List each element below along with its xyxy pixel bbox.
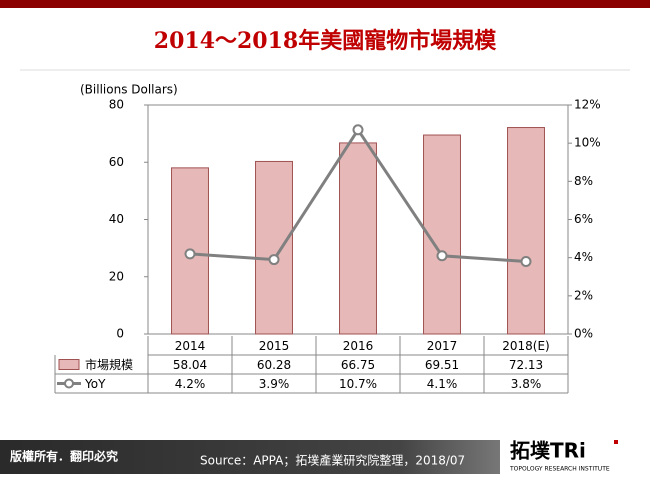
table-cell: 69.51 bbox=[425, 358, 459, 372]
table-cell: 58.04 bbox=[173, 358, 207, 372]
y2-tick-label: 2% bbox=[574, 288, 593, 302]
copyright: 版權所有．翻印必究 bbox=[10, 449, 118, 464]
table-cell: 4.1% bbox=[427, 377, 458, 391]
x-tick-label: 2016 bbox=[343, 339, 374, 353]
y2-tick-label: 0% bbox=[574, 327, 593, 341]
table-cell: 3.8% bbox=[511, 377, 542, 391]
logo: 拓墣TRi bbox=[510, 439, 586, 463]
x-tick-label: 2015 bbox=[259, 339, 290, 353]
x-tick-label: 2018(E) bbox=[502, 339, 549, 353]
y2-tick-label: 8% bbox=[574, 174, 593, 188]
top-border bbox=[0, 0, 650, 8]
y-axis-label: (Billions Dollars) bbox=[80, 83, 178, 97]
y-tick-label: 80 bbox=[109, 98, 124, 112]
table-cell: 10.7% bbox=[339, 377, 377, 391]
table-cell: 66.75 bbox=[341, 358, 375, 372]
marker bbox=[184, 248, 196, 260]
y2-tick-label: 10% bbox=[574, 136, 601, 150]
bar bbox=[255, 160, 293, 335]
bar bbox=[423, 134, 461, 335]
table-cell: 60.28 bbox=[257, 358, 291, 372]
logo-dot bbox=[614, 440, 618, 444]
legend-label: YoY bbox=[84, 377, 106, 391]
y2-tick-label: 12% bbox=[574, 98, 601, 112]
footer-bar bbox=[0, 440, 500, 474]
chart-title: 2014～2018年美國寵物市場規模 bbox=[154, 28, 497, 54]
bar bbox=[339, 142, 377, 335]
legend-label: 市場規模 bbox=[85, 357, 133, 372]
legend-swatch bbox=[58, 359, 80, 370]
y-tick-label: 0 bbox=[116, 327, 124, 341]
y2-tick-label: 6% bbox=[574, 212, 593, 226]
y2-tick-label: 4% bbox=[574, 250, 593, 264]
source: Source：APPA；拓墣產業研究院整理，2018/07 bbox=[200, 453, 465, 468]
marker bbox=[352, 124, 364, 136]
y-tick-label: 60 bbox=[109, 155, 124, 169]
table-cell: 4.2% bbox=[175, 377, 206, 391]
x-tick-label: 2014 bbox=[175, 339, 206, 353]
logo-subtitle: TOPOLOGY RESEARCH INSTITUTE bbox=[509, 466, 610, 473]
marker bbox=[268, 254, 280, 266]
table-cell: 72.13 bbox=[509, 358, 543, 372]
marker bbox=[520, 255, 532, 267]
bar bbox=[507, 127, 545, 335]
y-tick-label: 20 bbox=[109, 269, 124, 283]
x-tick-label: 2017 bbox=[427, 339, 458, 353]
table-cell: 3.9% bbox=[259, 377, 290, 391]
y-tick-label: 40 bbox=[109, 212, 124, 226]
legend-marker bbox=[64, 378, 74, 389]
marker bbox=[436, 250, 448, 262]
